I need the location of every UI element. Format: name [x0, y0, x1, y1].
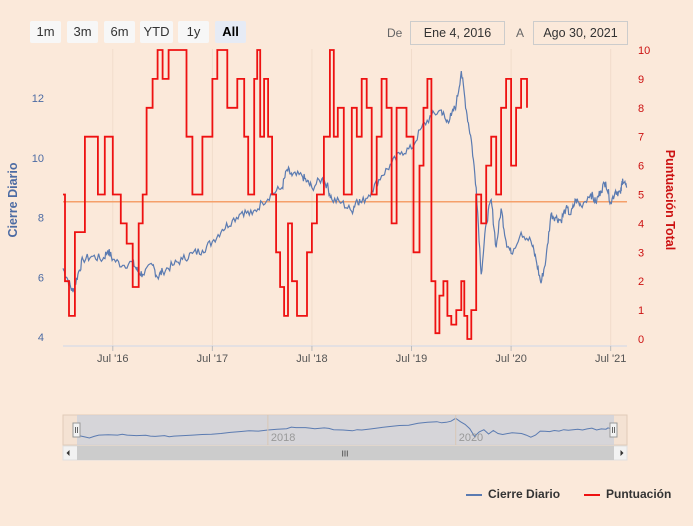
right-axis-title: Puntuación Total: [663, 150, 677, 250]
x-tick-label: Jul '18: [296, 353, 327, 365]
zoom-ytd-button[interactable]: YTD: [140, 21, 173, 43]
x-tick-label: Jul '19: [396, 353, 427, 365]
zoom-6m-button[interactable]: 6m: [104, 21, 135, 43]
legend-score-label: Puntuación: [606, 487, 672, 501]
right-tick-label: 9: [638, 74, 644, 86]
price-series-line[interactable]: [62, 71, 628, 293]
right-tick-label: 8: [638, 103, 644, 115]
left-tick-label: 4: [38, 332, 44, 344]
scroll-left-arrow-icon[interactable]: [66, 450, 70, 456]
score-series-line[interactable]: [63, 49, 528, 340]
zoom-1m-button[interactable]: 1m: [30, 21, 61, 43]
scrollbar[interactable]: III: [62, 445, 628, 461]
navigator-right-handle[interactable]: [609, 422, 618, 438]
zoom-3m-button[interactable]: 3m: [67, 21, 98, 43]
navigator-year-label: 2020: [459, 432, 483, 444]
x-tick-label: Jul '17: [197, 353, 228, 365]
legend-item-price[interactable]: Cierre Diario: [466, 487, 560, 501]
left-tick-label: 8: [38, 213, 44, 225]
range-from-label: De: [387, 26, 403, 40]
x-tick-label: Jul '21: [595, 353, 626, 365]
right-tick-label: 5: [638, 190, 644, 202]
right-tick-label: 7: [638, 132, 644, 144]
right-tick-label: 3: [638, 247, 644, 259]
right-tick-label: 10: [638, 45, 650, 57]
scrollbar-grip-icon: III: [342, 450, 349, 459]
zoom-all-button[interactable]: All: [215, 21, 246, 43]
x-tick-label: Jul '16: [97, 353, 128, 365]
range-from-input[interactable]: Ene 4, 2016: [410, 21, 505, 45]
navigator-series: [79, 417, 612, 439]
left-tick-label: 6: [38, 272, 44, 284]
x-tick-label: Jul '20: [495, 353, 526, 365]
legend-price-swatch: [466, 493, 482, 496]
scroll-right-arrow-icon[interactable]: [620, 450, 624, 456]
right-tick-label: 1: [638, 305, 644, 317]
navigator[interactable]: 2018 2020: [62, 414, 628, 446]
left-axis-title: Cierre Diario: [6, 162, 20, 237]
right-tick-label: 6: [638, 161, 644, 173]
right-tick-label: 2: [638, 276, 644, 288]
left-tick-label: 12: [32, 93, 44, 105]
scrollbar-thumb[interactable]: [77, 446, 614, 460]
navigator-left-handle[interactable]: [72, 422, 81, 438]
navigator-year-label: 2018: [271, 432, 295, 444]
right-tick-label: 4: [638, 218, 644, 230]
legend-score-swatch: [584, 493, 600, 496]
right-tick-label: 0: [638, 334, 644, 346]
range-to-label: A: [516, 26, 525, 40]
range-to-input[interactable]: Ago 30, 2021: [533, 21, 628, 45]
legend-item-score[interactable]: Puntuación: [584, 487, 671, 501]
legend-price-label: Cierre Diario: [488, 487, 561, 501]
left-tick-label: 10: [32, 153, 44, 165]
zoom-1y-button[interactable]: 1y: [178, 21, 209, 43]
